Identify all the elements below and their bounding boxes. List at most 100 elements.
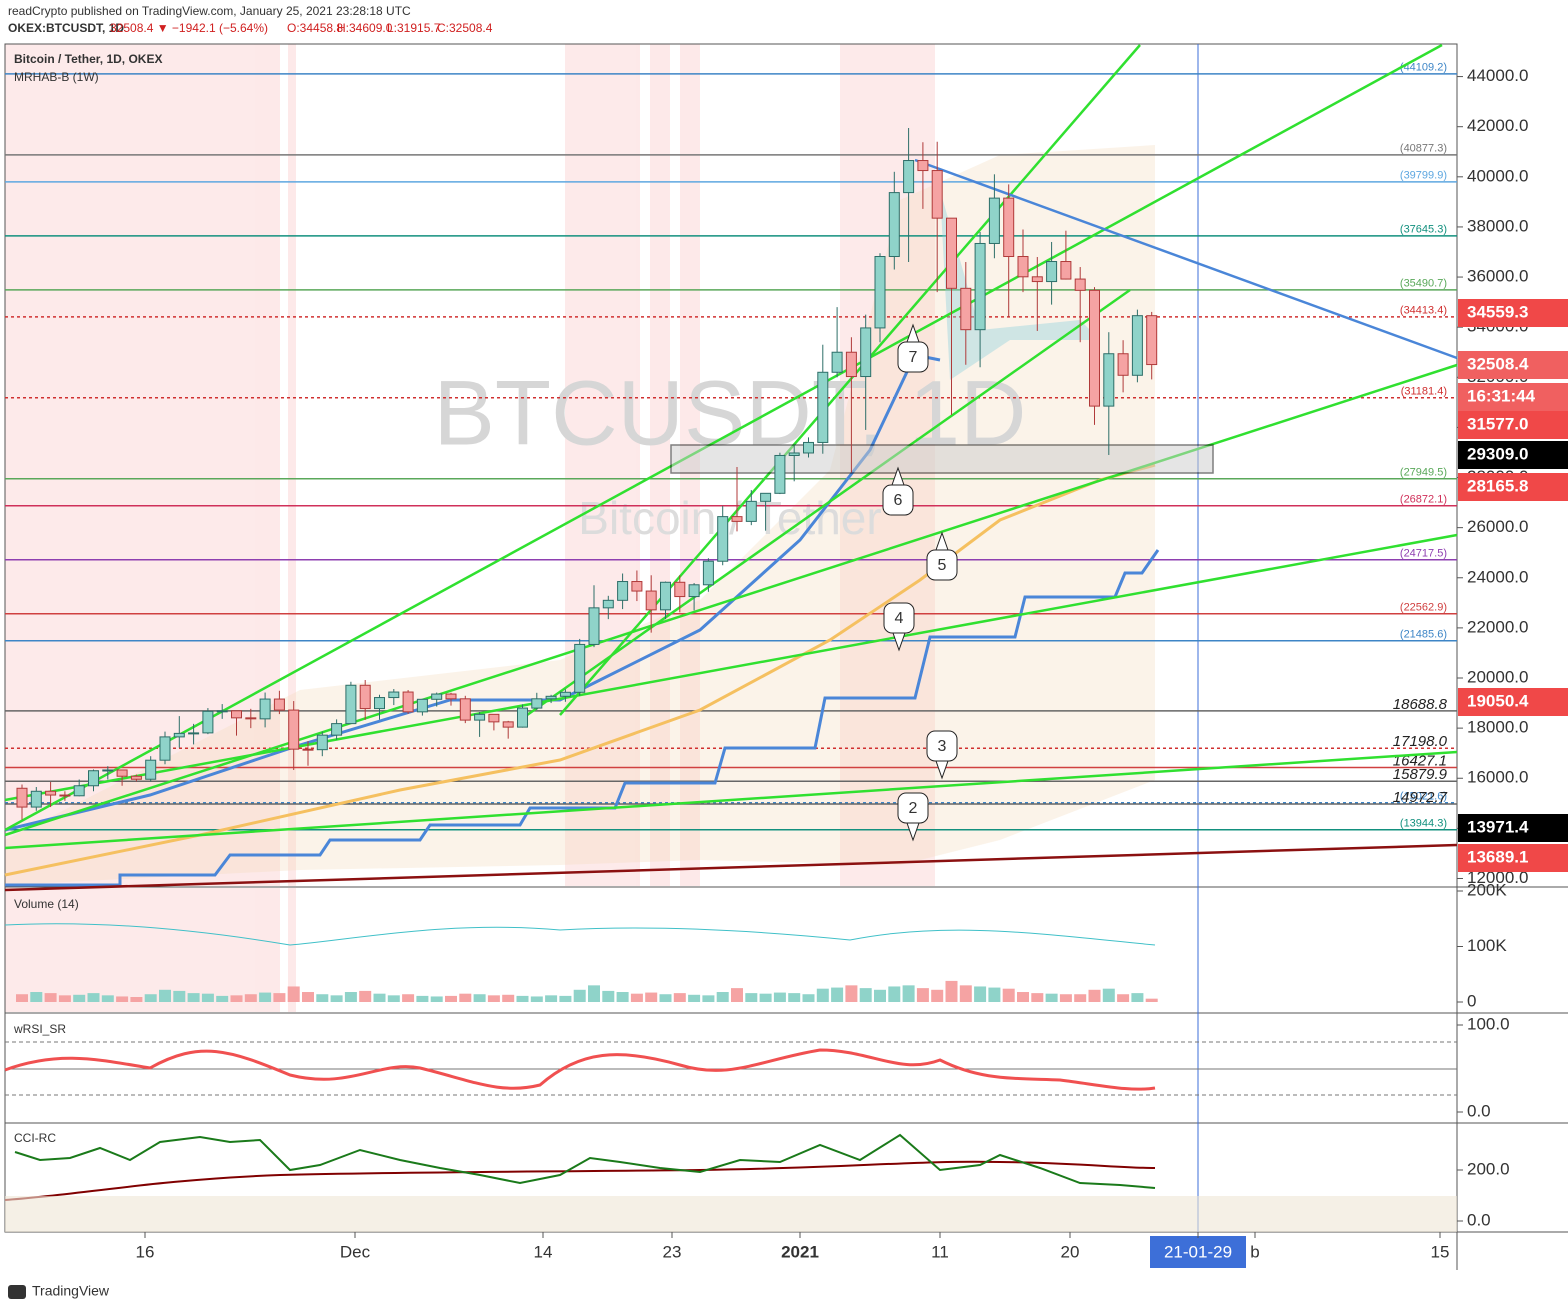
x-tick-label: 23 [663,1242,682,1261]
pane-title: wRSI_SR [13,1022,66,1036]
volume-bar [1088,989,1101,1002]
candle-body [502,721,514,728]
chart-title: Bitcoin / Tether, 1D, OKEX [14,52,162,66]
candle-body [702,560,714,586]
volume-bar [888,986,901,1002]
volume-bar [58,995,71,1002]
candle-body [402,691,414,713]
y-tick-label: 100.0 [1467,1014,1510,1033]
callout-pointer [891,466,905,486]
volume-bar [487,995,500,1002]
candle-body [1117,353,1129,376]
y-tick-label: 0.0 [1467,1210,1491,1229]
price-tag-label: 13689.1 [1467,847,1528,866]
x-tick-label: 14 [534,1242,553,1261]
y-tick-label: 200K [1467,880,1507,899]
price-tag-label: 13971.4 [1467,817,1529,836]
callout-label: 2 [909,800,918,817]
price-tag [1458,688,1568,716]
indicator-name: MRHAB-B (1W) [14,70,99,84]
volume-bar [659,994,672,1002]
volume-bar [874,989,886,1002]
candle-body [45,790,57,796]
published: readCrypto published on TradingView.com,… [8,4,411,18]
cci-band [5,1196,1457,1232]
volume-bar [1059,994,1072,1002]
candle-body [1031,276,1043,283]
level-label: (21485.6) [1400,629,1447,641]
price-tag [1458,411,1568,439]
volume-bar [645,992,658,1002]
candle-body [245,717,257,720]
level-label: (37645.3) [1400,224,1447,236]
volume-bar [73,994,86,1002]
candle-body [960,287,972,331]
volume-bar [859,988,872,1002]
volume-bar [1074,994,1087,1002]
candle-body [116,769,128,777]
candle-body [588,607,600,645]
volume-bar [130,997,143,1002]
brand: TradingView [32,1283,110,1299]
x-tick-label: 20 [1061,1242,1080,1261]
volume-bar [1131,993,1144,1002]
symbol: OKEX:BTCUSDT, 1D [8,21,124,35]
candle-body [216,710,228,713]
candle-body [288,709,300,750]
price-tag-label: 16:31:44 [1467,386,1536,405]
volume-bar [30,992,43,1002]
volume-bar [16,994,28,1002]
candle-body [445,693,457,700]
level-label: 14972.7 [1393,789,1448,806]
candle-body [1060,261,1072,280]
y-tick-label: 40000.0 [1467,166,1528,185]
volume-bar [959,985,972,1002]
volume-bar [287,986,300,1002]
level-label: (27949.5) [1400,467,1447,479]
volume-bar [516,995,529,1002]
volume-bar [902,985,915,1002]
volume-bar [588,985,600,1002]
volume-bar [831,987,844,1002]
price-tag-label: 32508.4 [1467,354,1529,373]
candle-body [788,452,800,456]
candle-body [860,327,872,378]
volume-ma [4,923,1156,946]
candle-body [1131,315,1143,376]
ohlc-open: O:34458.8 [287,21,343,35]
volume-bar [201,993,214,1002]
level-label: (22562.9) [1400,602,1447,614]
volume-bar [602,990,615,1002]
callout-pointer [935,531,949,551]
y-tick-label: 20000.0 [1467,667,1528,686]
callout [926,549,958,581]
volume-bar [931,989,944,1002]
candle-body [831,351,843,373]
volume-bar [387,995,400,1002]
price-tag [1458,299,1568,327]
y-tick-label: 22000.0 [1467,617,1528,636]
price-tag-label: 31577.0 [1467,414,1528,433]
candle-body [917,160,929,172]
candle-body [931,170,943,219]
candle-body [1089,289,1100,407]
level-label: (15021.6) [1400,791,1447,803]
callout-pointer [906,323,920,343]
volume-bar [330,995,343,1002]
candle-body [559,691,571,697]
volume-bar [559,995,572,1002]
level-label: (26872.1) [1400,494,1447,506]
callout-label: 6 [894,492,903,509]
level-label: (13944.3) [1400,818,1447,830]
y-tick-label: 12000.0 [1467,868,1528,887]
x-tick-label: b [1250,1242,1259,1261]
volume-bar [302,992,314,1002]
y-tick-label: 100K [1467,936,1507,955]
ohlc-high: H:34609.0 [337,21,393,35]
y-tick-label: 16000.0 [1467,768,1528,787]
volume-bar [402,994,415,1002]
candle-body [574,643,586,693]
pane-title: Volume (14) [14,897,79,911]
callout-pointer [935,760,949,780]
